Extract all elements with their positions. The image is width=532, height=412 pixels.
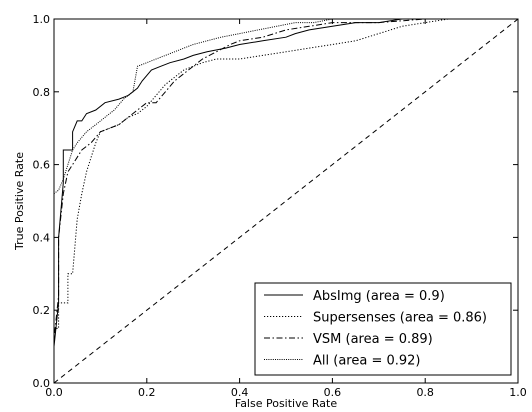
x-tick-label: 0.2 bbox=[138, 386, 156, 399]
legend-label-3: All (area = 0.92) bbox=[313, 354, 421, 369]
legend-label-1: Supersenses (area = 0.86) bbox=[313, 311, 487, 326]
y-axis-label: True Positive Rate bbox=[13, 152, 26, 251]
x-tick-label: 0.4 bbox=[231, 386, 249, 399]
x-tick-label: 1.0 bbox=[509, 386, 527, 399]
y-tick-label: 0.8 bbox=[33, 86, 51, 99]
legend-label-2: VSM (area = 0.89) bbox=[313, 332, 433, 347]
x-tick-label: 0.8 bbox=[416, 386, 434, 399]
y-tick-label: 0.4 bbox=[33, 231, 51, 244]
x-tick-label: 0.0 bbox=[45, 386, 63, 399]
y-tick-label: 0.2 bbox=[33, 304, 51, 317]
series-line-2 bbox=[53, 18, 518, 383]
x-axis-label: False Positive Rate bbox=[235, 397, 337, 410]
series-line-0 bbox=[53, 18, 518, 383]
y-tick-label: 0.0 bbox=[33, 377, 51, 390]
plot-frame bbox=[53, 18, 519, 384]
ticks-layer: 0.0 0.2 0.4 0.6 0.8 1.0 0.0 0.2 0.4 0.6 0.8 1.0 bbox=[33, 13, 527, 399]
series-line-1 bbox=[53, 18, 518, 383]
legend-label-0: AbsImg (area = 0.9) bbox=[313, 289, 445, 304]
y-tick-label: 1.0 bbox=[33, 13, 51, 26]
series-layer bbox=[53, 18, 519, 384]
legend: AbsImg (area = 0.9) Supersenses (area = 0… bbox=[254, 282, 512, 376]
y-tick-label: 0.6 bbox=[33, 159, 51, 172]
x-tick-label: 0.6 bbox=[324, 386, 342, 399]
